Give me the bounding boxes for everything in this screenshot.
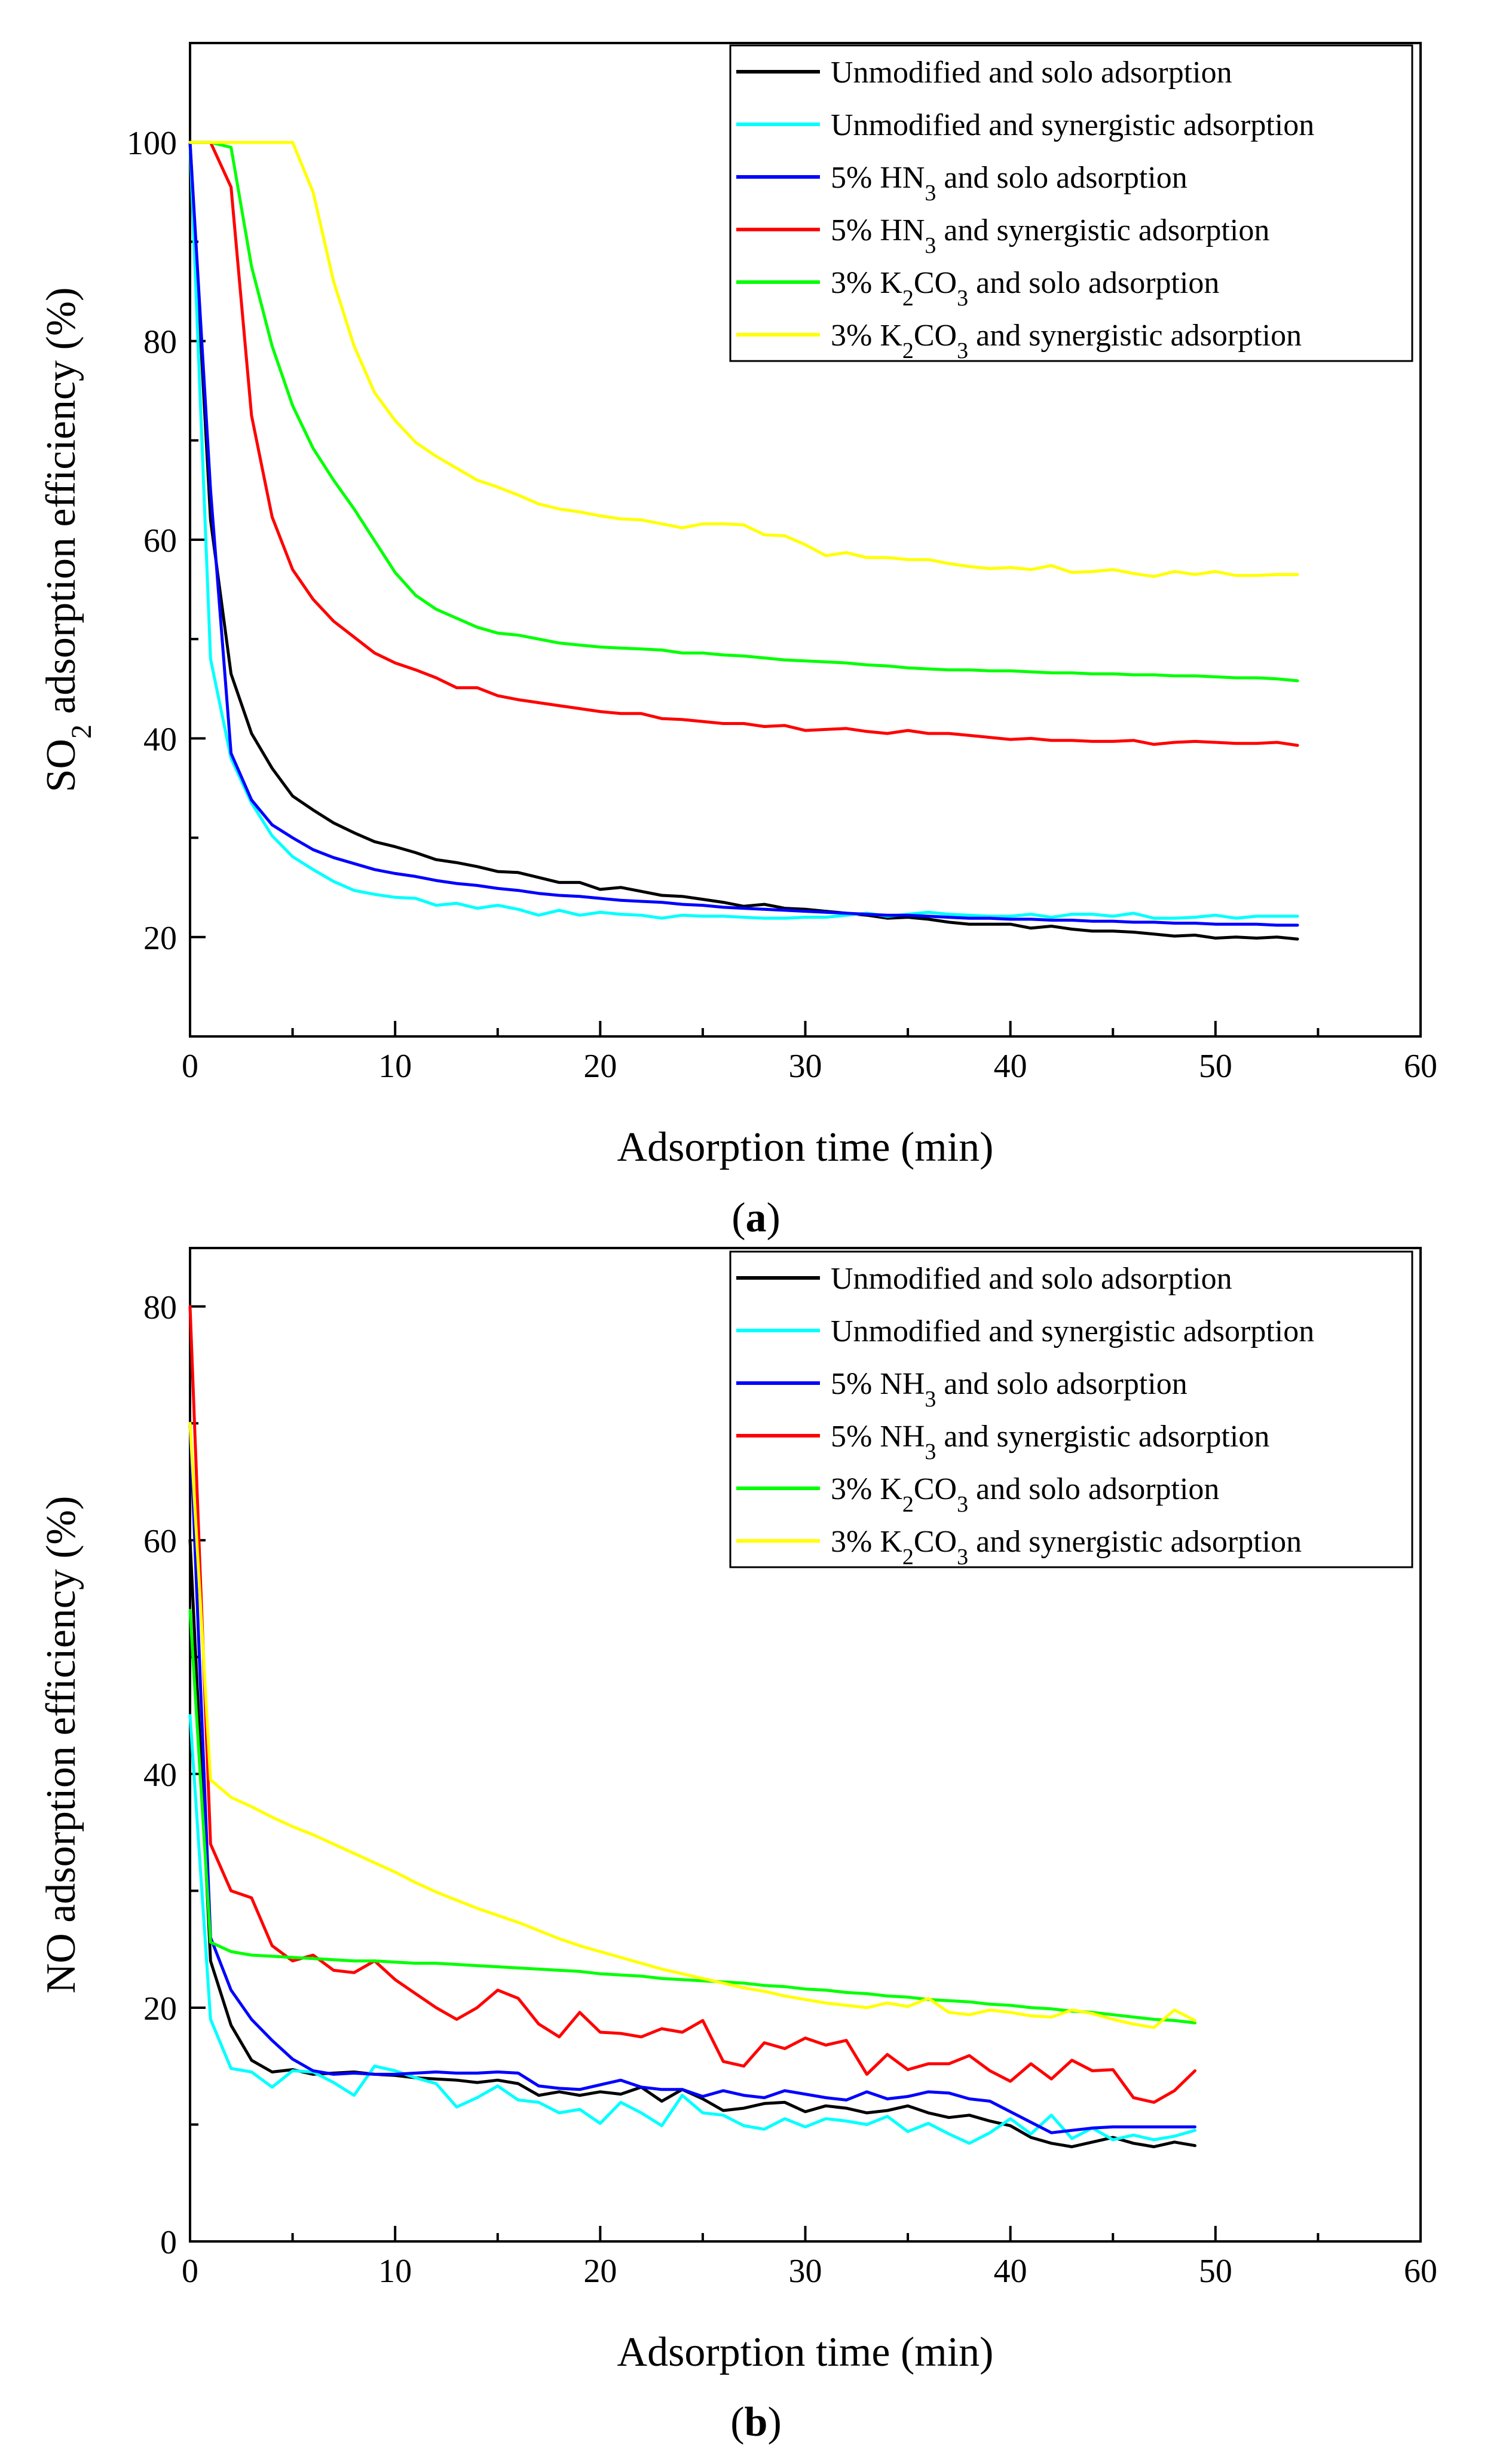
y-tick-label: 0 bbox=[160, 2224, 177, 2261]
panel-caption: (a) bbox=[731, 1195, 781, 1241]
x-tick-label: 50 bbox=[1199, 1048, 1232, 1085]
x-tick-label: 10 bbox=[378, 2253, 412, 2290]
x-tick-label: 0 bbox=[182, 1048, 198, 1085]
series-line-1 bbox=[188, 140, 1299, 941]
x-tick-label: 60 bbox=[1404, 2253, 1437, 2290]
series-line-3 bbox=[188, 140, 1299, 927]
legend-label: 3% K2CO3 and solo adsorption bbox=[831, 1472, 1219, 1517]
series-line-5 bbox=[188, 140, 1299, 683]
y-tick-label: 40 bbox=[143, 721, 177, 758]
x-axis-title: Adsorption time (min) bbox=[617, 1124, 994, 1170]
y-tick-label: 60 bbox=[143, 522, 177, 559]
legend: Unmodified and solo adsorption Unmodified… bbox=[729, 1250, 1413, 1570]
series-line-6 bbox=[188, 1421, 1196, 2029]
x-tick-label: 0 bbox=[182, 2253, 198, 2290]
legend-box bbox=[729, 1250, 1413, 1568]
legend: Unmodified and solo adsorption Unmodified… bbox=[729, 44, 1413, 363]
legend-label: 5% HN3 and solo adsorption bbox=[831, 161, 1187, 206]
panel-caption: (b) bbox=[730, 2399, 782, 2445]
x-tick-label: 20 bbox=[583, 2253, 617, 2290]
legend-label: 3% K2CO3 and solo adsorption bbox=[831, 266, 1219, 311]
series-line-3 bbox=[188, 1421, 1196, 2134]
x-axis-title: Adsorption time (min) bbox=[617, 2329, 994, 2375]
legend-label: 5% HN3 and synergistic adsorption bbox=[831, 213, 1269, 258]
legend-label: 3% K2CO3 and synergistic adsorption bbox=[831, 319, 1302, 363]
legend-label: Unmodified and solo adsorption bbox=[831, 56, 1232, 90]
panel-a: 0 10 20 30 40 50 60 20 40 60 80 100 Adsorption time … bbox=[38, 42, 1437, 1241]
y-tick-label: 40 bbox=[143, 1757, 177, 1794]
series-line-4 bbox=[188, 140, 1299, 747]
series-line-2 bbox=[188, 1714, 1196, 2145]
y-axis-title: SO2 adsorption efficiency (%) bbox=[38, 287, 97, 793]
legend-label: 5% NH3 and solo adsorption bbox=[831, 1367, 1187, 1412]
legend-box bbox=[729, 44, 1413, 362]
panel-b: 0 10 20 30 40 50 60 0 20 40 60 80 Adsorption time (m… bbox=[38, 1247, 1437, 2445]
x-tick-label: 20 bbox=[583, 1048, 617, 1085]
legend-label: 3% K2CO3 and synergistic adsorption bbox=[831, 1525, 1302, 1570]
legend-label: Unmodified and solo adsorption bbox=[831, 1262, 1232, 1296]
x-tick-label: 60 bbox=[1404, 1048, 1437, 1085]
series-line-5 bbox=[188, 1608, 1196, 2024]
y-tick-label: 100 bbox=[127, 125, 177, 162]
legend-label: 5% NH3 and synergistic adsorption bbox=[831, 1420, 1269, 1464]
legend-label: Unmodified and synergistic adsorption bbox=[831, 108, 1314, 142]
x-tick-label: 50 bbox=[1199, 2253, 1232, 2290]
x-tick-label: 30 bbox=[789, 2253, 822, 2290]
x-tick-label: 40 bbox=[994, 1048, 1027, 1085]
x-tick-label: 40 bbox=[994, 2253, 1027, 2290]
x-tick-label: 10 bbox=[378, 1048, 412, 1085]
y-tick-label: 20 bbox=[143, 1990, 177, 2027]
y-tick-label: 20 bbox=[143, 920, 177, 957]
y-tick-label: 80 bbox=[143, 1289, 177, 1326]
y-tick-label: 80 bbox=[143, 324, 177, 361]
series-line-2 bbox=[188, 140, 1299, 920]
y-axis-title: NO adsorption efficiency (%) bbox=[38, 1496, 84, 1994]
series-line-4 bbox=[188, 1305, 1196, 2104]
series-line-6 bbox=[188, 140, 1299, 578]
legend-label: Unmodified and synergistic adsorption bbox=[831, 1314, 1314, 1348]
y-tick-label: 60 bbox=[143, 1523, 177, 1560]
x-tick-label: 30 bbox=[789, 1048, 822, 1085]
